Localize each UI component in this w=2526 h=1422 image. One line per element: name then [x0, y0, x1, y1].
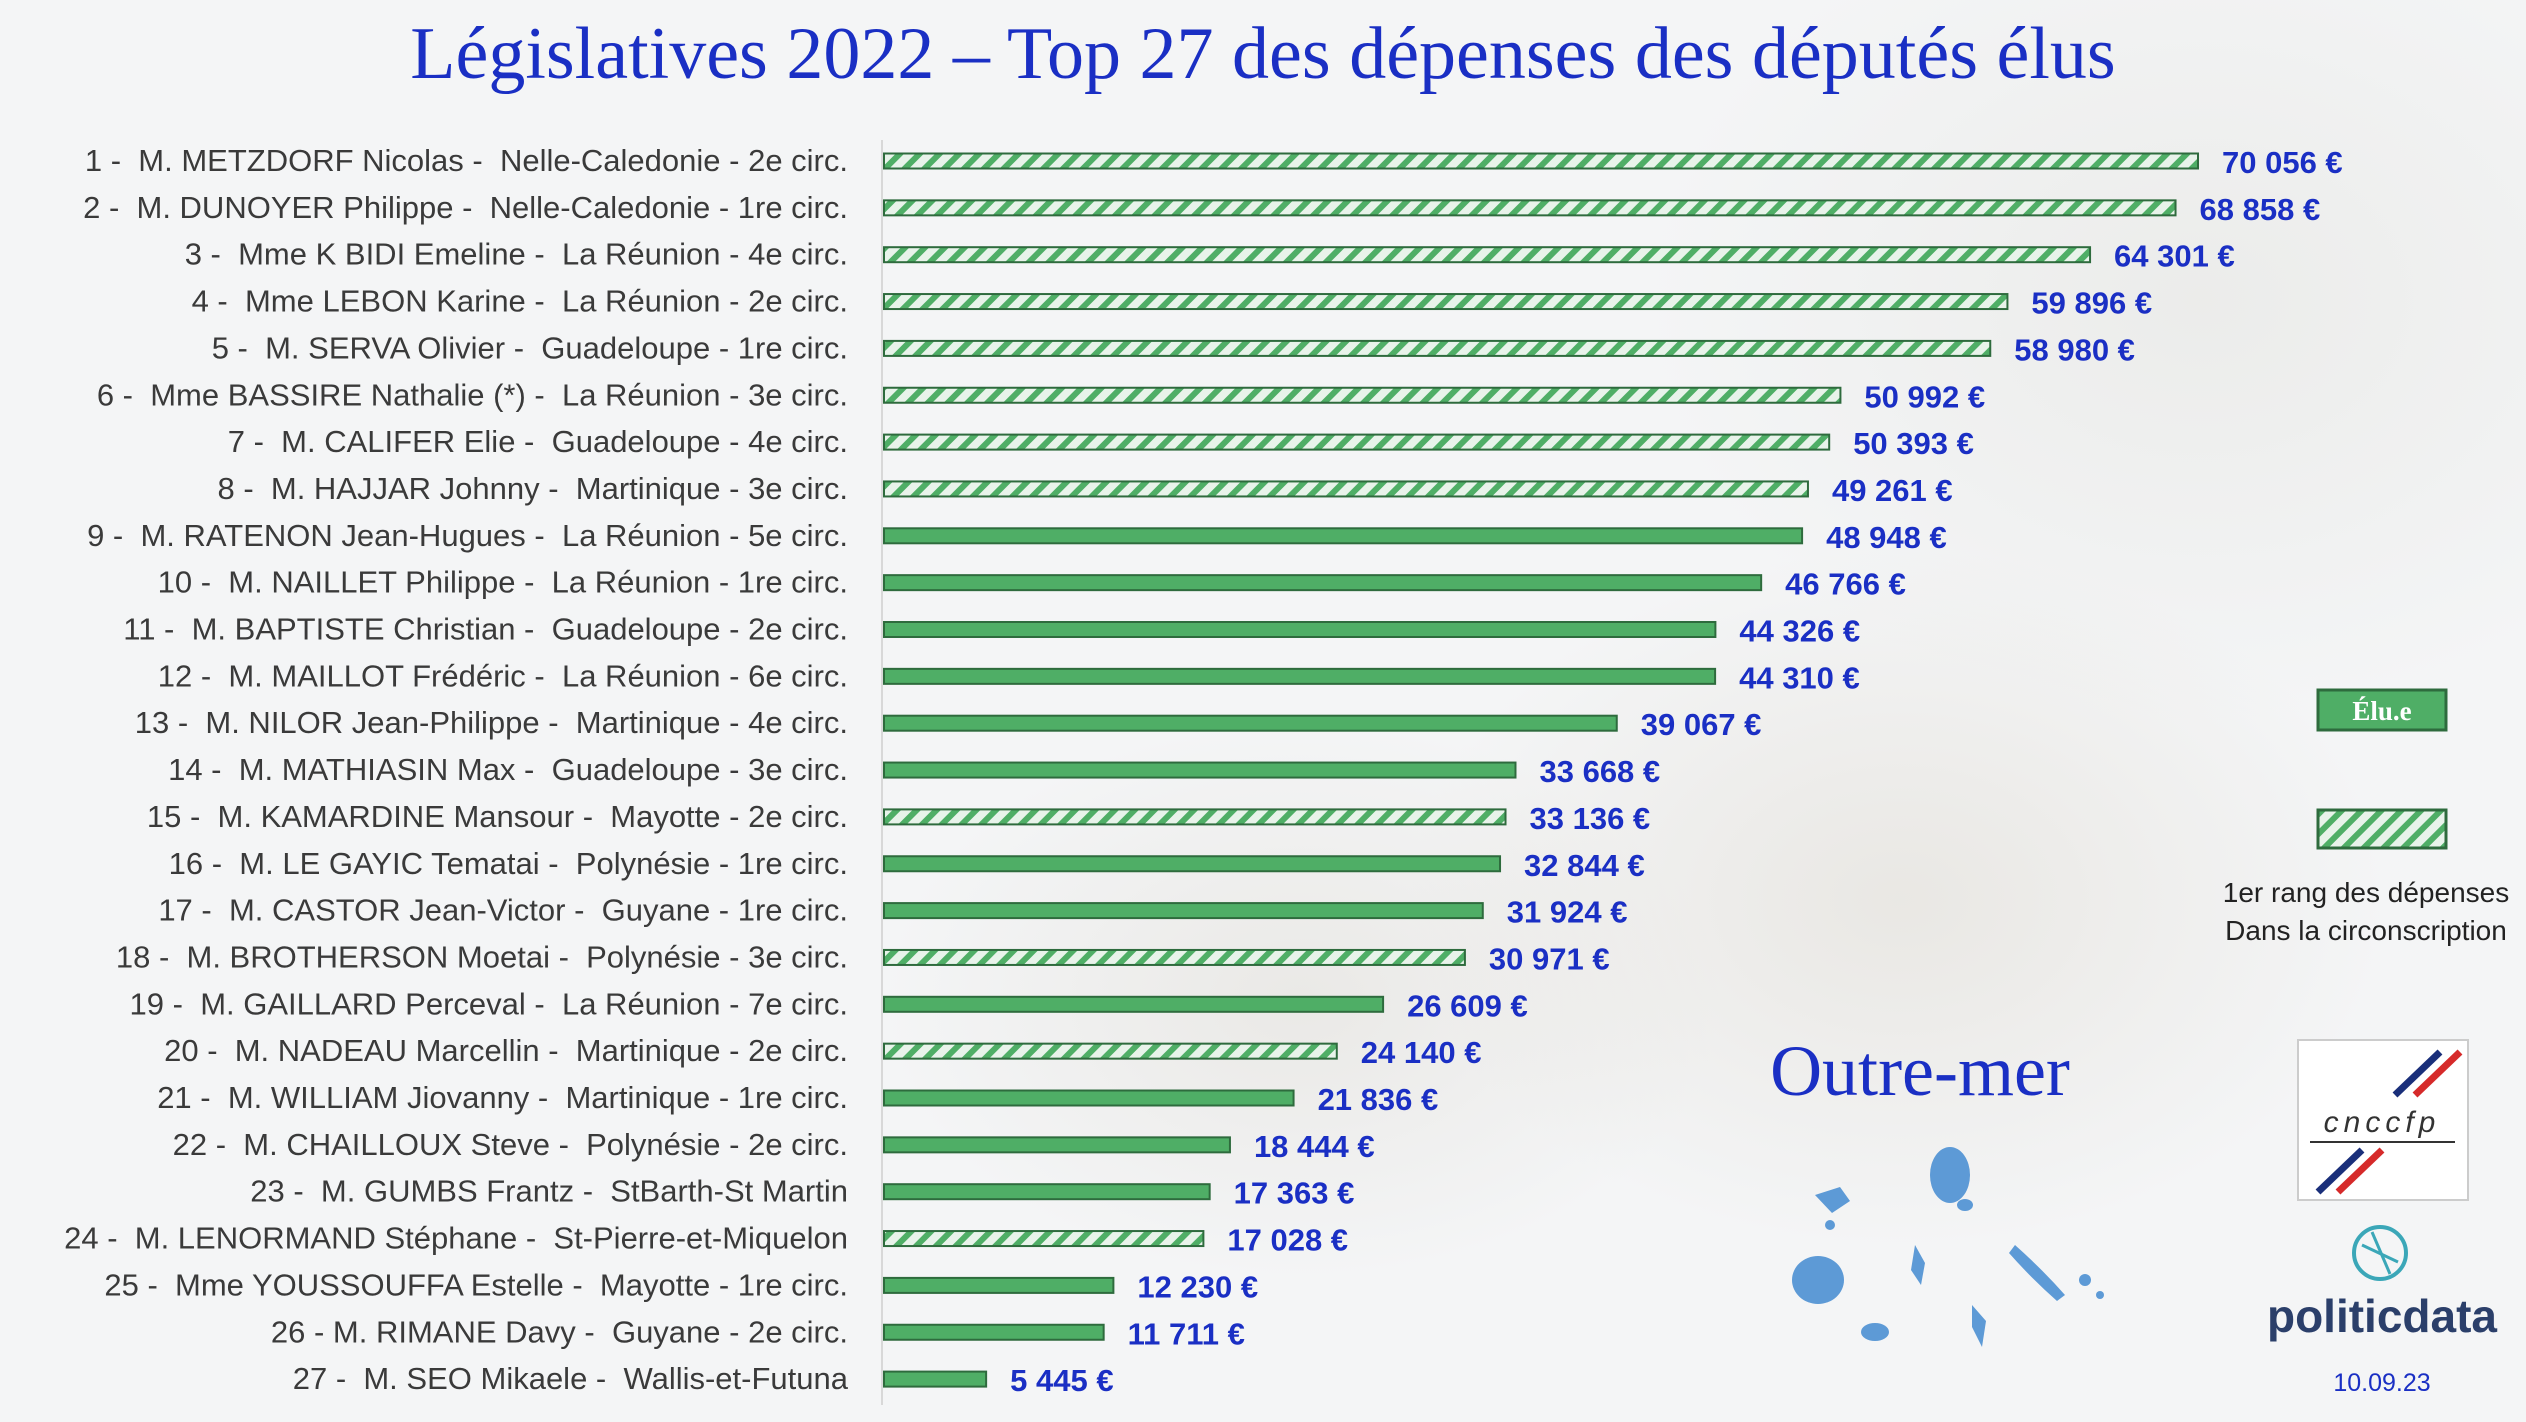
category-label: 7 - M. CALIFER Elie - Guadeloupe - 4e ci… — [228, 424, 848, 459]
value-label: 17 028 € — [1227, 1223, 1348, 1258]
category-label: 3 - Mme K BIDI Emeline - La Réunion - 4e… — [185, 237, 848, 272]
value-label: 46 766 € — [1785, 567, 1906, 602]
bar — [883, 761, 1517, 779]
value-label: 33 136 € — [1530, 801, 1651, 836]
bar — [883, 1276, 1115, 1294]
bar — [883, 480, 1809, 498]
value-label: 50 393 € — [1853, 426, 1974, 461]
category-label: 27 - M. SEO Mikaele - Wallis-et-Futuna — [293, 1361, 849, 1396]
legend-hatched-line1: 1er rang des dépenses — [2223, 877, 2509, 908]
category-label: 1 - M. METZDORF Nicolas - Nelle-Caledoni… — [85, 143, 848, 178]
value-label: 70 056 € — [2222, 145, 2343, 180]
bar — [883, 902, 1484, 920]
value-label: 58 980 € — [2014, 332, 2135, 367]
category-label: 19 - M. GAILLARD Perceval - La Réunion -… — [130, 986, 848, 1021]
overseas-map-icon — [1792, 1147, 2104, 1347]
legend-elu-swatch — [2316, 688, 2448, 732]
value-label: 5 445 € — [1010, 1363, 1113, 1398]
bar — [883, 1323, 1105, 1341]
bar — [883, 246, 2092, 264]
value-label: 44 326 € — [1739, 614, 1860, 649]
category-label: 10 - M. NAILLET Philippe - La Réunion - … — [158, 565, 848, 600]
value-label: 33 668 € — [1539, 754, 1660, 789]
bar — [883, 433, 1831, 451]
bar — [883, 948, 1466, 966]
value-label: 64 301 € — [2114, 239, 2235, 274]
legend-hatched-swatch — [2316, 808, 2448, 850]
value-label: 11 711 € — [1128, 1316, 1245, 1351]
value-label: 44 310 € — [1739, 660, 1860, 695]
bar — [883, 1089, 1295, 1107]
category-label: 15 - M. KAMARDINE Mansour - Mayotte - 2e… — [147, 799, 848, 834]
category-label: 9 - M. RATENON Jean-Hugues - La Réunion … — [87, 518, 848, 553]
category-label: 14 - M. MATHIASIN Max - Guadeloupe - 3e … — [168, 752, 848, 787]
value-label: 17 363 € — [1234, 1176, 1355, 1211]
category-label: 26 - M. RIMANE Davy - Guyane - 2e circ. — [271, 1314, 848, 1349]
bar — [883, 1370, 988, 1388]
value-label: 59 896 € — [2031, 286, 2152, 321]
bar — [883, 1136, 1231, 1154]
value-label: 24 140 € — [1361, 1035, 1482, 1070]
value-label: 26 609 € — [1407, 988, 1528, 1023]
bar — [883, 714, 1618, 732]
category-label: 6 - Mme BASSIRE Nathalie (*) - La Réunio… — [97, 377, 848, 412]
category-label: 22 - M. CHAILLOUX Steve - Polynésie - 2e… — [173, 1127, 848, 1162]
politicdata-logo: politicdata — [2267, 1225, 2497, 1342]
value-label: 12 230 € — [1137, 1269, 1258, 1304]
category-label: 18 - M. BROTHERSON Moetai - Polynésie - … — [116, 939, 848, 974]
category-label: 17 - M. CASTOR Jean-Victor - Guyane - 1r… — [158, 893, 848, 928]
bar — [883, 1183, 1211, 1201]
category-label: 5 - M. SERVA Olivier - Guadeloupe - 1re … — [212, 330, 848, 365]
date-label: 10.09.23 — [2333, 1369, 2430, 1397]
bars-group: 1 - M. METZDORF Nicolas - Nelle-Caledoni… — [64, 143, 2343, 1398]
value-label: 48 948 € — [1826, 520, 1947, 555]
value-label: 39 067 € — [1641, 707, 1762, 742]
category-label: 12 - M. MAILLOT Frédéric - La Réunion - … — [158, 658, 848, 693]
bar — [883, 1042, 1338, 1060]
bar — [883, 808, 1507, 826]
category-label: 24 - M. LENORMAND Stéphane - St-Pierre-e… — [64, 1221, 848, 1256]
chart-title: Législatives 2022 – Top 27 des dépenses … — [410, 13, 2115, 95]
value-label: 32 844 € — [1524, 848, 1645, 883]
value-label: 49 261 € — [1832, 473, 1953, 508]
bar — [883, 152, 2199, 170]
legend-elu-label: Élu.e — [2352, 696, 2411, 726]
category-label: 25 - Mme YOUSSOUFFA Estelle - Mayotte - … — [104, 1267, 848, 1302]
value-label: 30 971 € — [1489, 941, 1610, 976]
category-label: 13 - M. NILOR Jean-Philippe - Martinique… — [135, 705, 848, 740]
bar — [883, 621, 1717, 638]
category-label: 23 - M. GUMBS Frantz - StBarth-St Martin — [250, 1174, 848, 1209]
category-label: 21 - M. WILLIAM Jiovanny - Martinique - … — [157, 1080, 848, 1115]
category-label: 2 - M. DUNOYER Philippe - Nelle-Caledoni… — [83, 190, 848, 225]
value-label: 18 444 € — [1254, 1129, 1375, 1164]
category-label: 16 - M. LE GAYIC Tematai - Polynésie - 1… — [169, 846, 848, 881]
value-label: 50 992 € — [1864, 379, 1985, 414]
bar — [883, 855, 1502, 873]
bar — [883, 574, 1763, 592]
category-label: 20 - M. NADEAU Marcellin - Martinique - … — [164, 1033, 848, 1068]
value-label: 68 858 € — [2200, 192, 2321, 227]
bar — [883, 995, 1385, 1013]
legend-hatched-line2: Dans la circonscription — [2225, 915, 2507, 946]
category-label: 11 - M. BAPTISTE Christian - Guadeloupe … — [123, 612, 848, 647]
bar — [883, 386, 1842, 404]
bar — [883, 339, 1992, 357]
region-title: Outre-mer — [1770, 1031, 2070, 1111]
bar — [883, 199, 2177, 217]
bar — [883, 293, 2009, 311]
legend: Élu.e 1er rang des dépenses Dans la circ… — [2223, 688, 2509, 946]
bar — [883, 667, 1717, 685]
category-label: 8 - M. HAJJAR Johnny - Martinique - 3e c… — [217, 471, 848, 506]
svg-text:cnccfp: cnccfp — [2324, 1106, 2441, 1139]
cnccfp-logo: cnccfp — [2297, 1039, 2469, 1201]
category-label: 4 - Mme LEBON Karine - La Réunion - 2e c… — [192, 284, 848, 319]
value-label: 21 836 € — [1318, 1082, 1439, 1117]
svg-text:politicdata: politicdata — [2267, 1290, 2497, 1342]
value-label: 31 924 € — [1507, 895, 1628, 930]
bar — [883, 527, 1804, 545]
bar — [883, 1230, 1205, 1248]
